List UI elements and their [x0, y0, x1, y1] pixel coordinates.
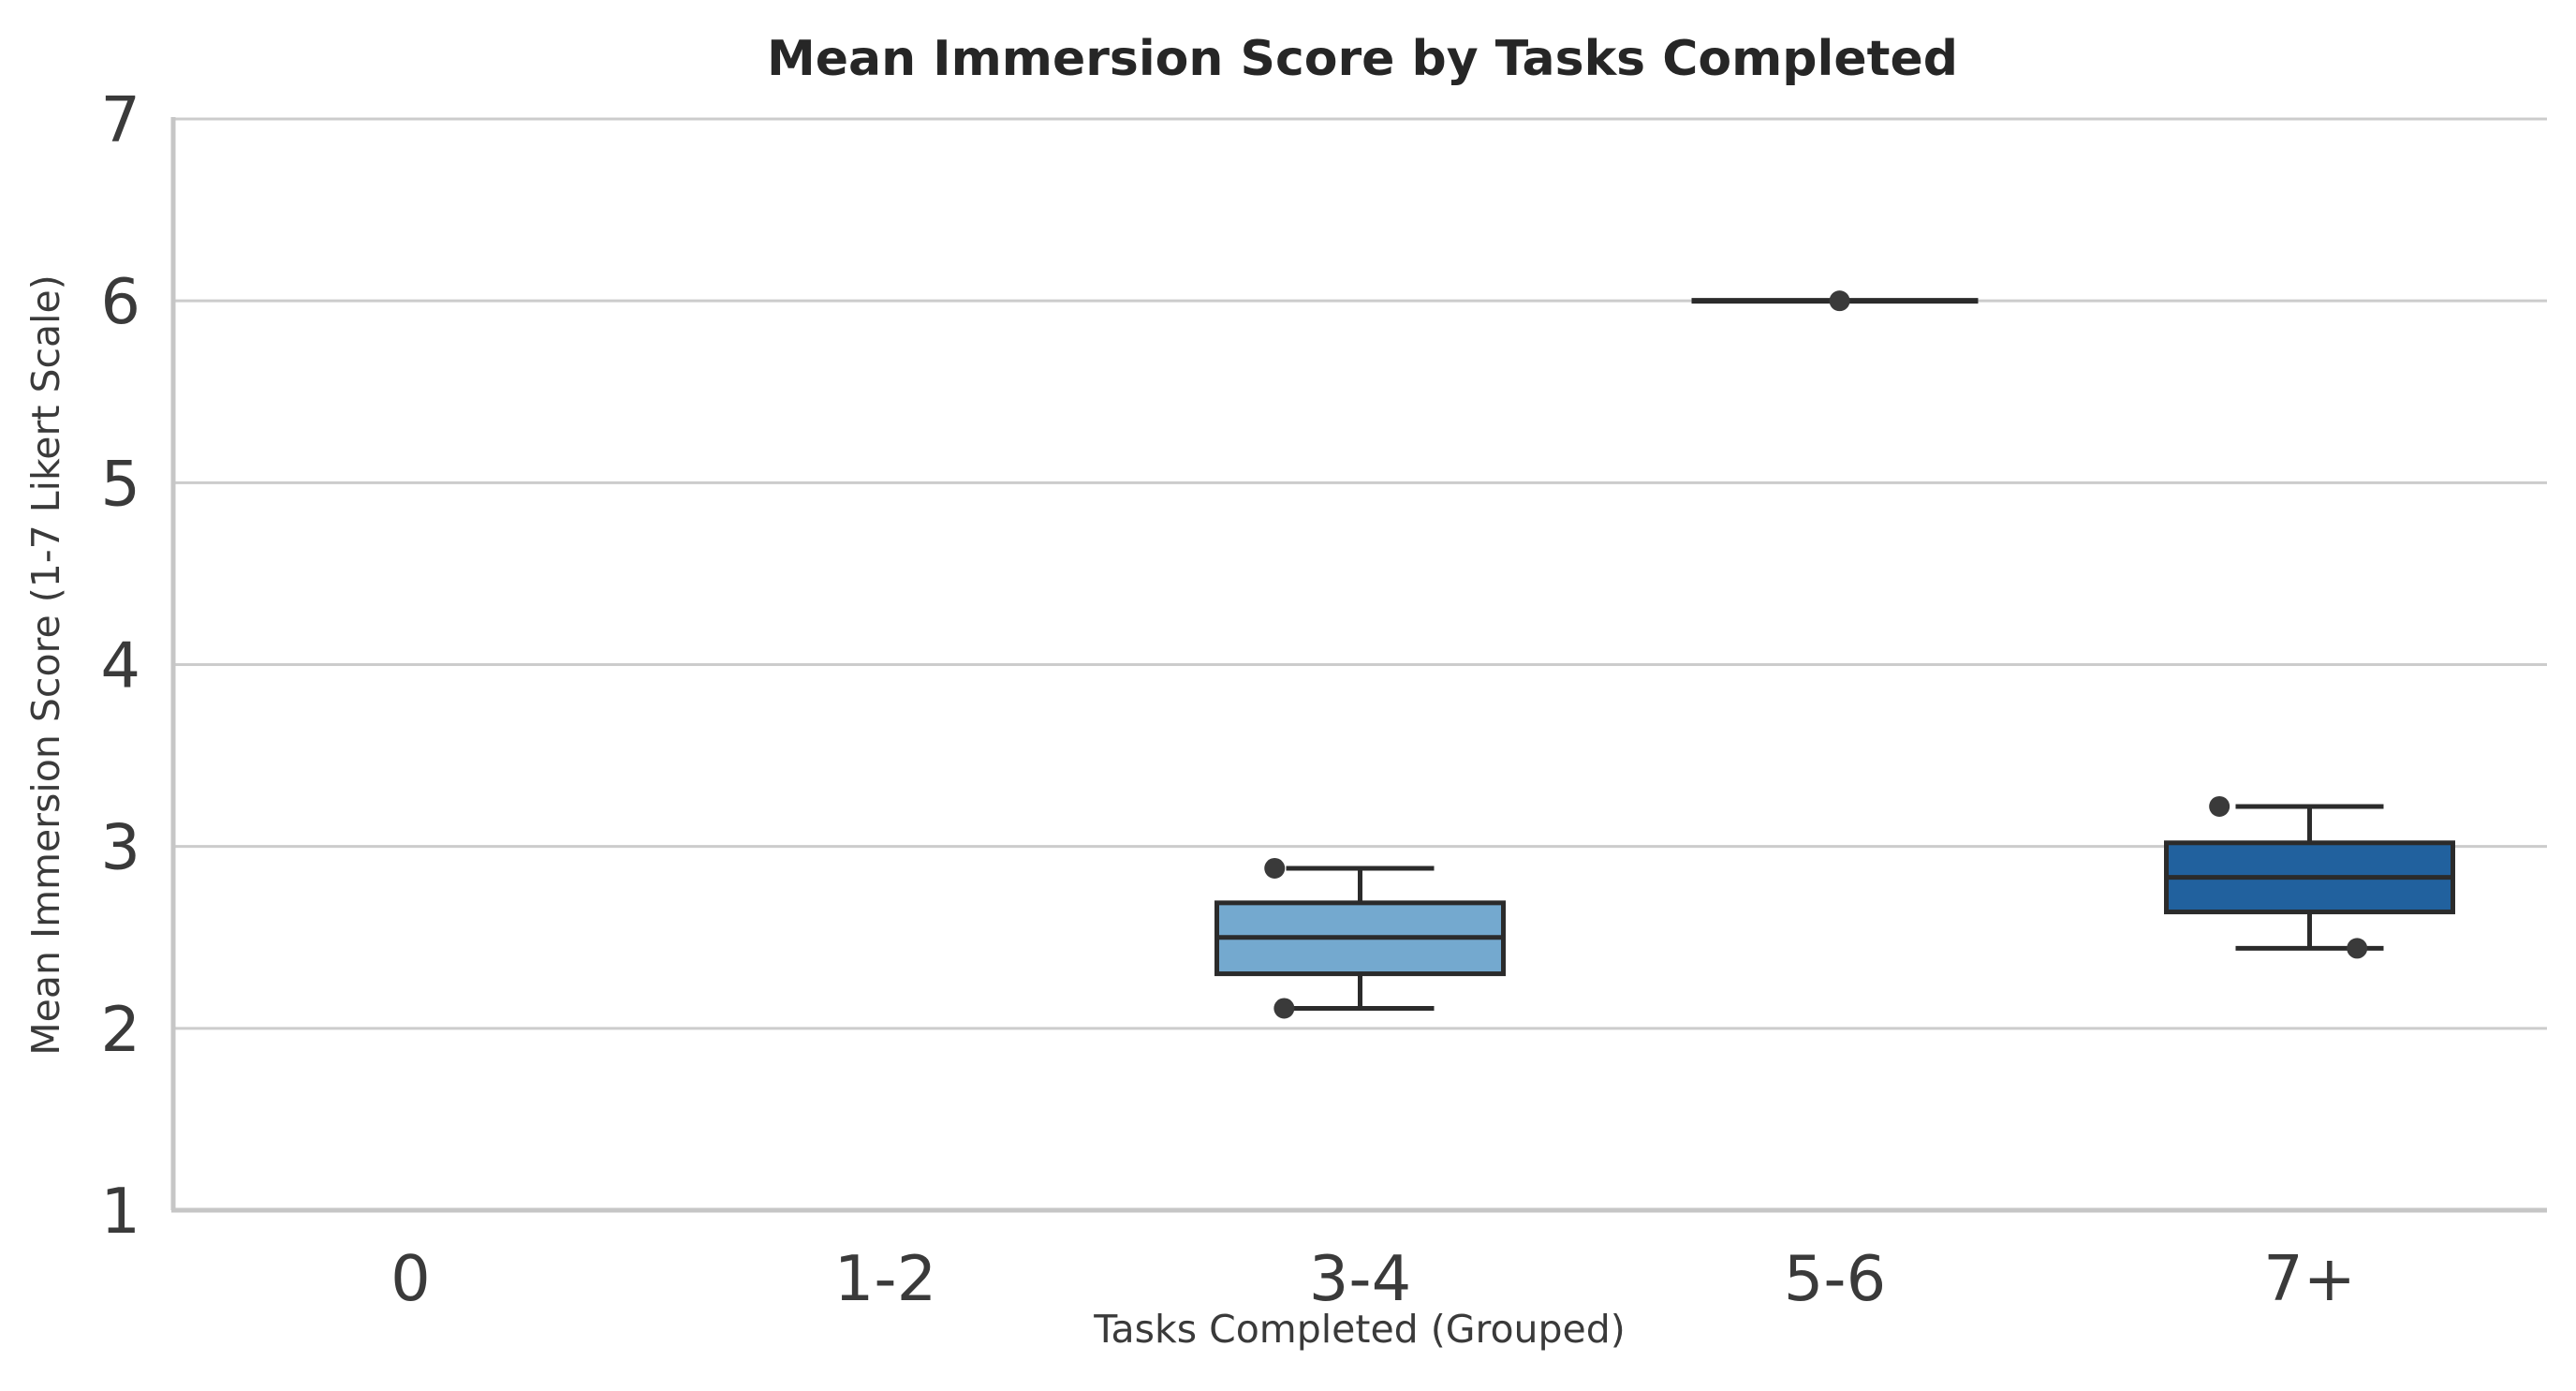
y-tick-label-7: 7: [100, 83, 140, 156]
point-layer: [1264, 290, 2368, 1019]
x-tick-label-5-6: 5-6: [1784, 1242, 1886, 1315]
y-tick-label-1: 1: [100, 1175, 140, 1248]
box-layer: [1214, 298, 2455, 1011]
grid-layer: [173, 117, 2547, 1212]
x-tick-label-0: 0: [390, 1242, 431, 1315]
x-axis-label: Tasks Completed (Grouped): [1093, 1307, 1626, 1352]
tick-labels: 1 2 3 4 5 6 7 0 1-2 3-4 5-6 7+: [100, 83, 2356, 1315]
y-tick-label-4: 4: [100, 629, 140, 703]
data-point-7+: [2347, 938, 2368, 959]
data-point-3-4: [1273, 998, 1295, 1019]
box-group-7+: [2164, 804, 2455, 951]
data-point-7+: [2209, 795, 2230, 817]
chart-title: Mean Immersion Score by Tasks Completed: [767, 31, 1958, 87]
y-axis-label: Mean Immersion Score (1-7 Likert Scale): [23, 274, 68, 1056]
data-point-5-6: [1829, 290, 1850, 312]
y-tick-label-2: 2: [100, 993, 140, 1066]
y-tick-label-3: 3: [100, 811, 140, 884]
x-tick-label-7+: 7+: [2263, 1242, 2356, 1315]
x-tick-label-1-2: 1-2: [834, 1242, 936, 1315]
axes-spines: [170, 117, 2547, 1213]
y-tick-label-5: 5: [100, 447, 140, 520]
y-tick-label-6: 6: [100, 265, 140, 338]
box-group-3-4: [1214, 866, 1506, 1011]
data-point-3-4: [1264, 857, 1286, 879]
x-tick-label-3-4: 3-4: [1309, 1242, 1411, 1315]
